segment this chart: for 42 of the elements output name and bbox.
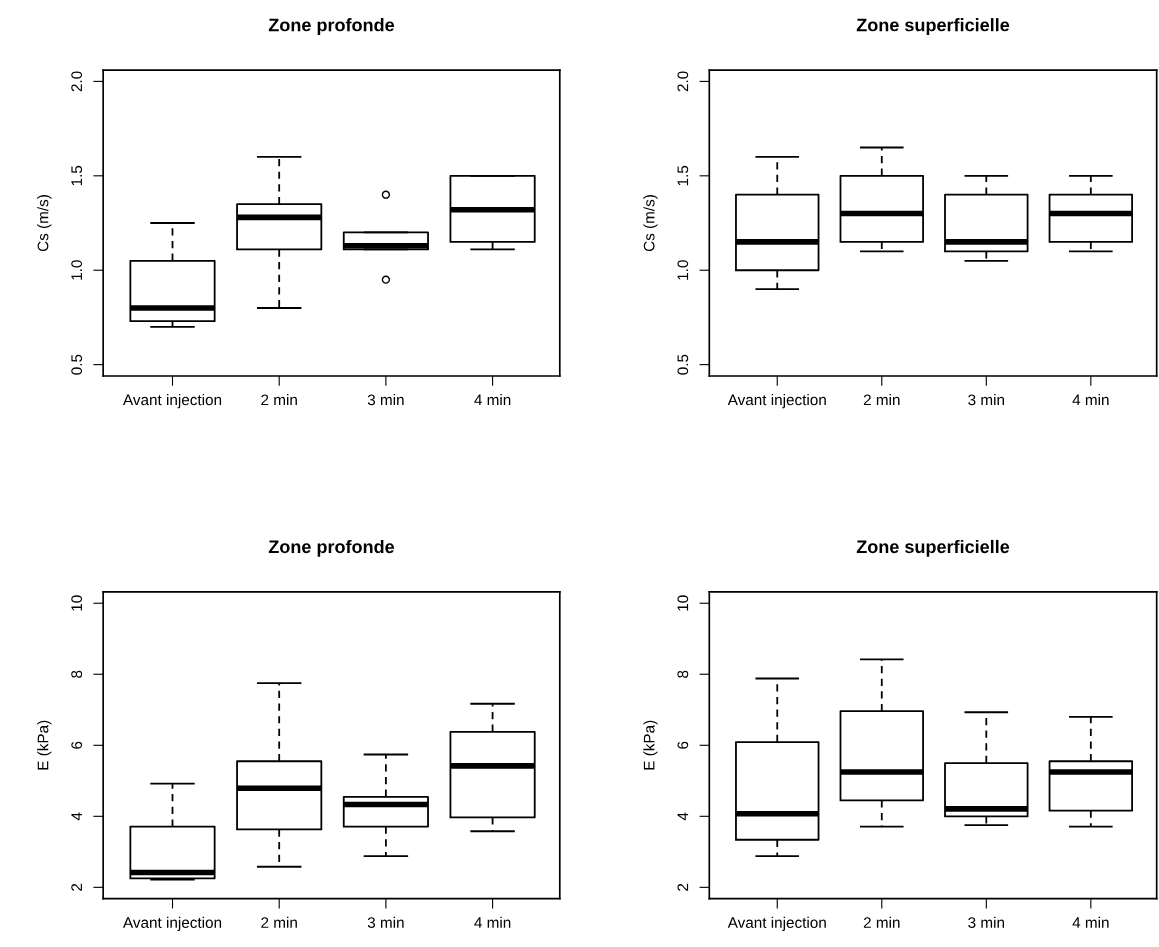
- y-axis-title: E (kPa): [643, 720, 658, 770]
- chart-title: Zone superficielle: [856, 539, 1010, 557]
- y-tick-label: 6: [71, 741, 83, 749]
- y-tick-label: 6: [677, 741, 689, 749]
- x-tick-label: Avant injection: [122, 394, 222, 409]
- x-tick-label: Avant injection: [727, 394, 826, 409]
- y-axis-title: Cs (m/s): [37, 195, 52, 252]
- y-tick-label: 10: [677, 595, 689, 611]
- y-tick-label: 2: [71, 883, 82, 891]
- x-tick-label: 4 min: [1072, 394, 1109, 406]
- y-tick-label: 4: [71, 812, 82, 821]
- x-tick-label: 2 min: [863, 394, 900, 406]
- y-tick-label: 2.0: [677, 71, 689, 92]
- y-axis-title: E (kPa): [37, 720, 52, 770]
- y-tick-label: 2: [677, 883, 689, 891]
- y-tick-label: 1.0: [677, 260, 689, 280]
- y-tick-label: 0.5: [677, 354, 689, 375]
- y-tick-label: 0.5: [71, 354, 83, 375]
- y-tick-label: 1.5: [677, 165, 689, 186]
- y-tick-label: 8: [71, 670, 83, 678]
- x-tick-label: Avant injection: [122, 916, 222, 931]
- y-tick-label: 8: [677, 670, 689, 678]
- chart-title: Zone profonde: [268, 539, 395, 557]
- x-tick-label: 3 min: [367, 394, 404, 406]
- y-tick-label: 1.5: [71, 165, 83, 186]
- x-tick-label: 2 min: [261, 916, 297, 928]
- x-tick-label: 4 min: [474, 394, 511, 406]
- y-axis-title: Cs (m/s): [643, 195, 658, 252]
- chart-title: Zone superficielle: [856, 18, 1010, 35]
- y-tick-label: 2.0: [71, 71, 83, 92]
- x-tick-label: 4 min: [474, 916, 511, 928]
- x-tick-label: 2 min: [863, 916, 900, 928]
- x-tick-label: Avant injection: [727, 916, 826, 931]
- y-tick-label: 4: [677, 812, 689, 821]
- x-tick-label: 3 min: [968, 394, 1004, 406]
- chart-title: Zone profonde: [268, 18, 395, 35]
- x-tick-label: 4 min: [1072, 916, 1109, 928]
- x-tick-label: 2 min: [261, 394, 297, 406]
- x-tick-label: 3 min: [968, 916, 1004, 928]
- y-tick-label: 10: [71, 595, 83, 611]
- y-tick-label: 1.0: [71, 260, 83, 280]
- x-tick-label: 3 min: [367, 916, 404, 928]
